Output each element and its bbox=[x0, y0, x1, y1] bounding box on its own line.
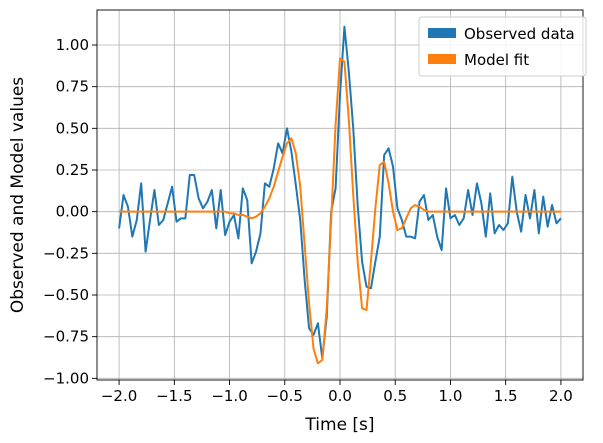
y-tick-label: −1.00 bbox=[43, 369, 89, 387]
y-tick-label: 0.00 bbox=[56, 203, 89, 221]
x-tick-label: −1.0 bbox=[211, 387, 247, 405]
x-tick-label: 0.5 bbox=[383, 387, 407, 405]
y-tick-label: 0.25 bbox=[56, 161, 89, 179]
series-line-0 bbox=[118, 25, 562, 360]
x-axis-label: Time [s] bbox=[304, 415, 374, 435]
y-tick-label: 0.75 bbox=[56, 78, 89, 96]
series-layer bbox=[118, 25, 562, 365]
legend: Observed data Model fit bbox=[418, 16, 587, 77]
legend-swatch-0 bbox=[428, 28, 456, 38]
x-tick-label: 1.0 bbox=[439, 387, 463, 405]
x-tick-label: 1.5 bbox=[494, 387, 518, 405]
x-tick-label: −1.5 bbox=[156, 387, 192, 405]
x-tick-label: 2.0 bbox=[549, 387, 573, 405]
x-tick-label: −2.0 bbox=[101, 387, 137, 405]
legend-swatch-1 bbox=[428, 54, 456, 64]
y-tick-label: −0.50 bbox=[43, 286, 89, 304]
y-tick-label: −0.75 bbox=[43, 328, 89, 346]
y-tick-label: −0.25 bbox=[43, 244, 89, 262]
y-tick-label: 1.00 bbox=[56, 36, 89, 54]
ticks: −2.0 −1.5 −1.0 −0.5 0.0 0.5 1.0 1.5 2.0 −1.00 −0.7… bbox=[43, 36, 573, 405]
x-tick-label: 0.0 bbox=[328, 387, 352, 405]
series-line-1 bbox=[119, 57, 561, 365]
legend-box bbox=[418, 16, 587, 77]
y-axis-label: Observed and Model values bbox=[8, 77, 28, 313]
legend-label-0: Observed data bbox=[464, 25, 575, 43]
y-tick-label: 0.50 bbox=[56, 119, 89, 137]
legend-label-1: Model fit bbox=[464, 51, 529, 69]
x-tick-label: −0.5 bbox=[267, 387, 303, 405]
